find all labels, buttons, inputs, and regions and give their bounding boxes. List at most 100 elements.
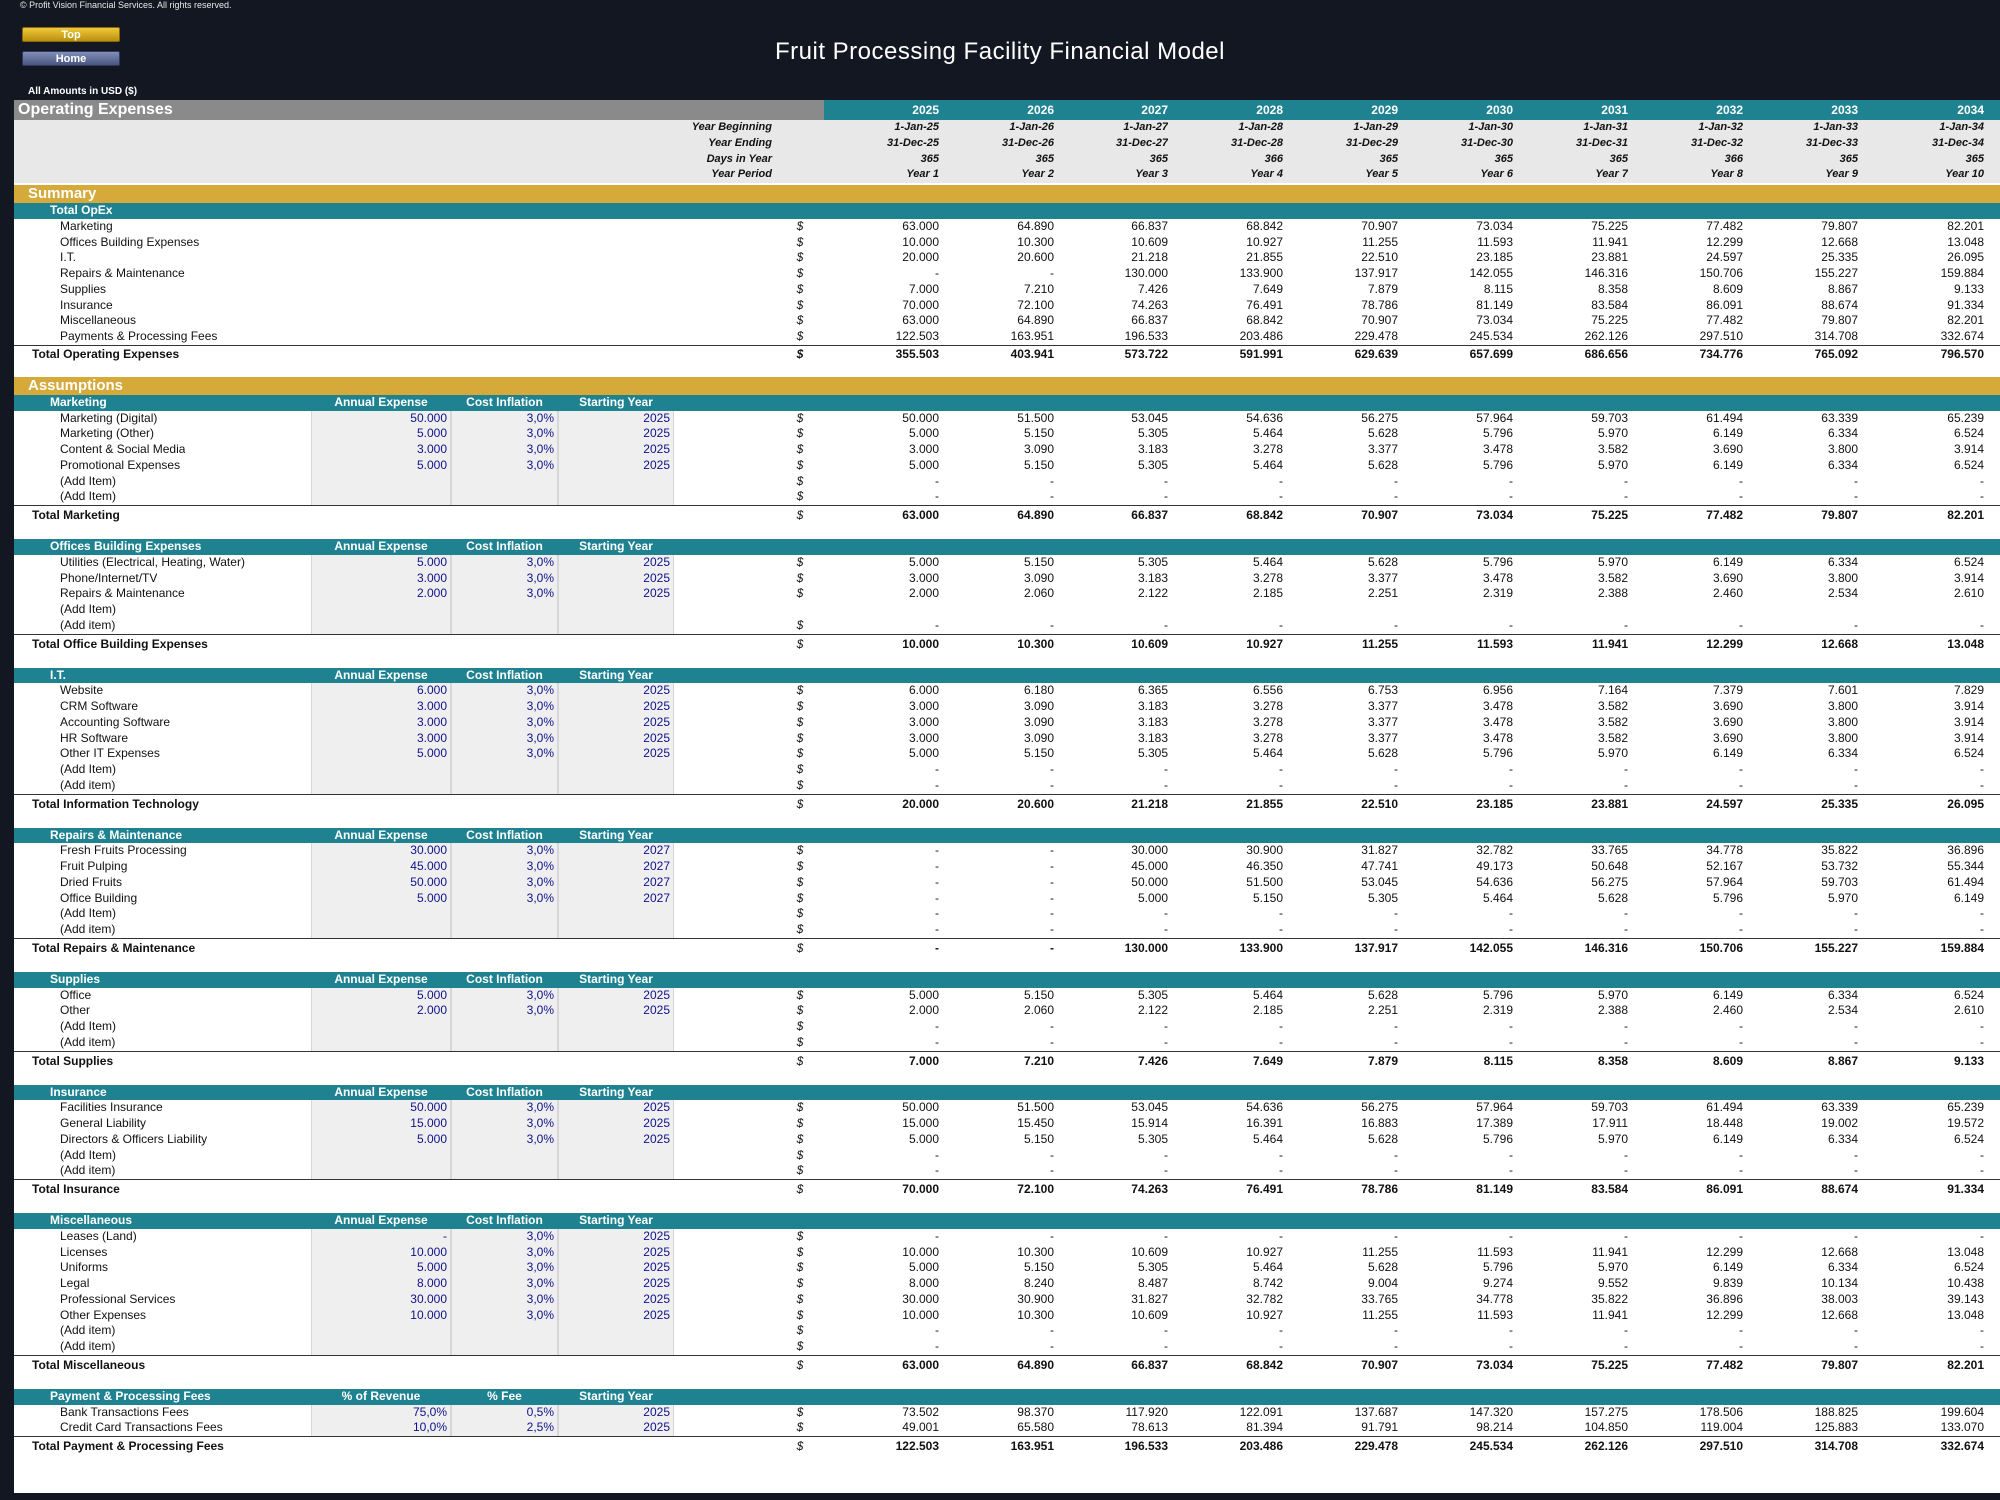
home-nav-button[interactable]: Home (22, 51, 120, 66)
assumption-input[interactable] (311, 489, 451, 505)
assumption-input[interactable]: 5.000 (311, 1131, 451, 1148)
assumption-input[interactable]: 3,0% (451, 1100, 558, 1116)
assumption-input[interactable]: 5.000 (311, 426, 451, 442)
assumption-input[interactable]: 2027 (558, 874, 674, 891)
assumption-input[interactable]: 3,0% (451, 843, 558, 859)
assumption-input[interactable]: 0,5% (451, 1404, 558, 1421)
assumption-input[interactable] (558, 922, 674, 938)
assumption-input[interactable]: 5.000 (311, 554, 451, 571)
assumption-input[interactable]: 10.000 (311, 1244, 451, 1261)
assumption-input[interactable]: 2025 (558, 1131, 674, 1148)
assumption-input[interactable]: 3,0% (451, 554, 558, 571)
assumption-input[interactable] (451, 906, 558, 922)
assumption-input[interactable] (311, 1323, 451, 1339)
assumption-input[interactable]: 2027 (558, 859, 674, 875)
assumption-input[interactable]: 2025 (558, 1228, 674, 1245)
assumption-input[interactable]: 2025 (558, 683, 674, 699)
assumption-input[interactable]: 2025 (558, 1260, 674, 1276)
assumption-input[interactable] (451, 489, 558, 505)
assumption-input[interactable]: 2025 (558, 987, 674, 1004)
assumption-input[interactable]: 50.000 (311, 410, 451, 427)
assumption-input[interactable] (311, 1147, 451, 1164)
assumption-input[interactable]: 30.000 (311, 1291, 451, 1308)
assumption-input[interactable]: 2025 (558, 1100, 674, 1116)
assumption-input[interactable] (311, 1019, 451, 1035)
assumption-input[interactable]: 2025 (558, 746, 674, 762)
assumption-input[interactable]: 2025 (558, 586, 674, 602)
assumption-input[interactable] (451, 473, 558, 490)
assumption-input[interactable]: 2025 (558, 410, 674, 427)
assumption-input[interactable] (311, 602, 451, 618)
assumption-input[interactable] (451, 1034, 558, 1051)
assumption-input[interactable] (451, 1019, 558, 1035)
assumption-input[interactable]: 3,0% (451, 730, 558, 747)
assumption-input[interactable]: 15.000 (311, 1116, 451, 1132)
assumption-input[interactable]: 8.000 (311, 1276, 451, 1292)
assumption-input[interactable] (451, 922, 558, 938)
assumption-input[interactable]: 3,0% (451, 457, 558, 474)
assumption-input[interactable]: 2.000 (311, 586, 451, 602)
assumption-input[interactable] (311, 906, 451, 922)
assumption-input[interactable]: 2025 (558, 1404, 674, 1421)
assumption-input[interactable]: 2025 (558, 1116, 674, 1132)
assumption-input[interactable] (558, 602, 674, 618)
assumption-input[interactable] (558, 1323, 674, 1339)
assumption-input[interactable] (451, 617, 558, 634)
assumption-input[interactable] (558, 617, 674, 634)
assumption-input[interactable]: 3.000 (311, 442, 451, 458)
assumption-input[interactable]: 2025 (558, 554, 674, 571)
assumption-input[interactable] (311, 777, 451, 794)
assumption-input[interactable]: 50.000 (311, 874, 451, 891)
assumption-input[interactable] (451, 602, 558, 618)
assumption-input[interactable] (311, 762, 451, 778)
assumption-input[interactable]: 2025 (558, 1307, 674, 1324)
assumption-input[interactable]: 5.000 (311, 890, 451, 907)
assumption-input[interactable] (558, 489, 674, 505)
assumption-input[interactable] (451, 1147, 558, 1164)
assumption-input[interactable]: 3,0% (451, 890, 558, 907)
assumption-input[interactable]: 3,0% (451, 874, 558, 891)
assumption-input[interactable]: 75,0% (311, 1404, 451, 1421)
assumption-input[interactable] (558, 1339, 674, 1355)
assumption-input[interactable]: 2025 (558, 457, 674, 474)
assumption-input[interactable] (558, 906, 674, 922)
assumption-input[interactable]: 2025 (558, 1003, 674, 1019)
assumption-input[interactable]: 3,0% (451, 714, 558, 731)
assumption-input[interactable]: 3,0% (451, 746, 558, 762)
assumption-input[interactable]: 2025 (558, 426, 674, 442)
assumption-input[interactable]: 2025 (558, 730, 674, 747)
assumption-input[interactable]: 2025 (558, 1276, 674, 1292)
assumption-input[interactable]: 5.000 (311, 987, 451, 1004)
assumption-input[interactable]: 2,5% (451, 1420, 558, 1436)
assumption-input[interactable]: 3,0% (451, 570, 558, 587)
assumption-input[interactable]: 2025 (558, 699, 674, 715)
assumption-input[interactable] (311, 1163, 451, 1179)
assumption-input[interactable]: - (311, 1228, 451, 1245)
assumption-input[interactable] (311, 1339, 451, 1355)
assumption-input[interactable]: 10.000 (311, 1307, 451, 1324)
assumption-input[interactable]: 3,0% (451, 1307, 558, 1324)
assumption-input[interactable]: 2027 (558, 890, 674, 907)
assumption-input[interactable]: 3,0% (451, 859, 558, 875)
assumption-input[interactable]: 2025 (558, 442, 674, 458)
assumption-input[interactable]: 5.000 (311, 746, 451, 762)
assumption-input[interactable]: 3,0% (451, 699, 558, 715)
assumption-input[interactable]: 3,0% (451, 410, 558, 427)
top-nav-button[interactable]: Top (22, 27, 120, 42)
assumption-input[interactable]: 2.000 (311, 1003, 451, 1019)
assumption-input[interactable]: 3,0% (451, 1244, 558, 1261)
assumption-input[interactable]: 30.000 (311, 843, 451, 859)
assumption-input[interactable]: 5.000 (311, 1260, 451, 1276)
assumption-input[interactable]: 3,0% (451, 683, 558, 699)
assumption-input[interactable]: 2025 (558, 570, 674, 587)
assumption-input[interactable]: 45.000 (311, 859, 451, 875)
assumption-input[interactable] (311, 922, 451, 938)
assumption-input[interactable]: 3,0% (451, 1228, 558, 1245)
assumption-input[interactable]: 3,0% (451, 1131, 558, 1148)
assumption-input[interactable]: 3,0% (451, 442, 558, 458)
assumption-input[interactable]: 3.000 (311, 730, 451, 747)
assumption-input[interactable]: 6.000 (311, 683, 451, 699)
assumption-input[interactable] (311, 473, 451, 490)
assumption-input[interactable]: 2025 (558, 1420, 674, 1436)
assumption-input[interactable]: 3,0% (451, 426, 558, 442)
